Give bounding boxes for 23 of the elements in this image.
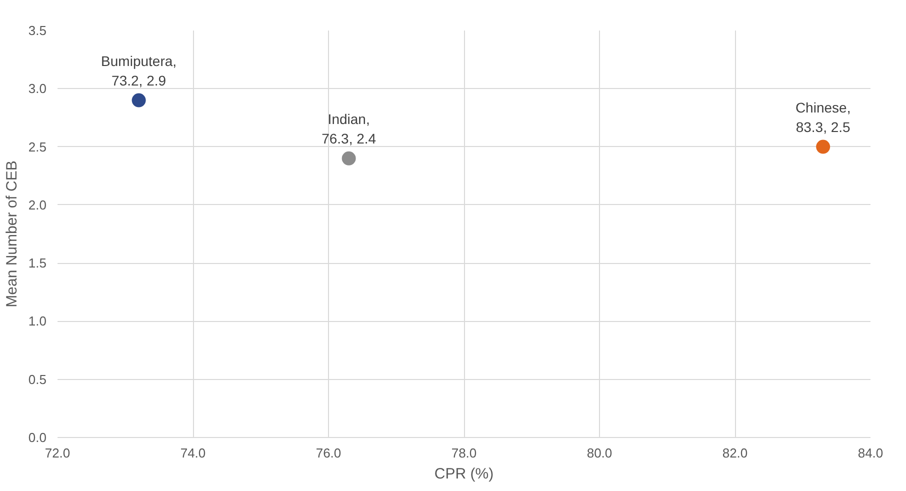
- x-axis-title: CPR (%): [434, 466, 494, 482]
- y-tick-label: 0.5: [28, 372, 47, 387]
- annotation: Bumiputera, 73.2, 2.9: [101, 53, 177, 88]
- annotation: Chinese, 83.3, 2.5: [795, 100, 851, 135]
- y-tick-label: 0.0: [28, 430, 47, 445]
- annotation: Indian, 76.3, 2.4: [322, 111, 376, 146]
- point: [816, 140, 830, 154]
- x-tick-label: 78.0: [451, 446, 477, 460]
- y-tick-label: 1.0: [28, 314, 47, 329]
- x-tick-label: 80.0: [586, 446, 612, 460]
- y-tick-label: 3.0: [28, 81, 47, 96]
- point: [342, 151, 356, 166]
- y-tick-label: 1.5: [28, 256, 47, 271]
- y-tick-label: 2.0: [28, 197, 47, 212]
- x-tick-label: 74.0: [180, 446, 206, 460]
- point: [132, 93, 146, 108]
- x-tick-label: 82.0: [722, 446, 748, 460]
- x-tick-label: 76.0: [316, 446, 342, 460]
- y-axis-title: Mean Number of CEB: [3, 160, 20, 308]
- x-tick-label: 84.0: [858, 446, 884, 460]
- x-tick-label: 72.0: [44, 446, 70, 460]
- y-tick-label: 2.5: [28, 139, 47, 154]
- y-tick-label: 3.5: [28, 23, 47, 38]
